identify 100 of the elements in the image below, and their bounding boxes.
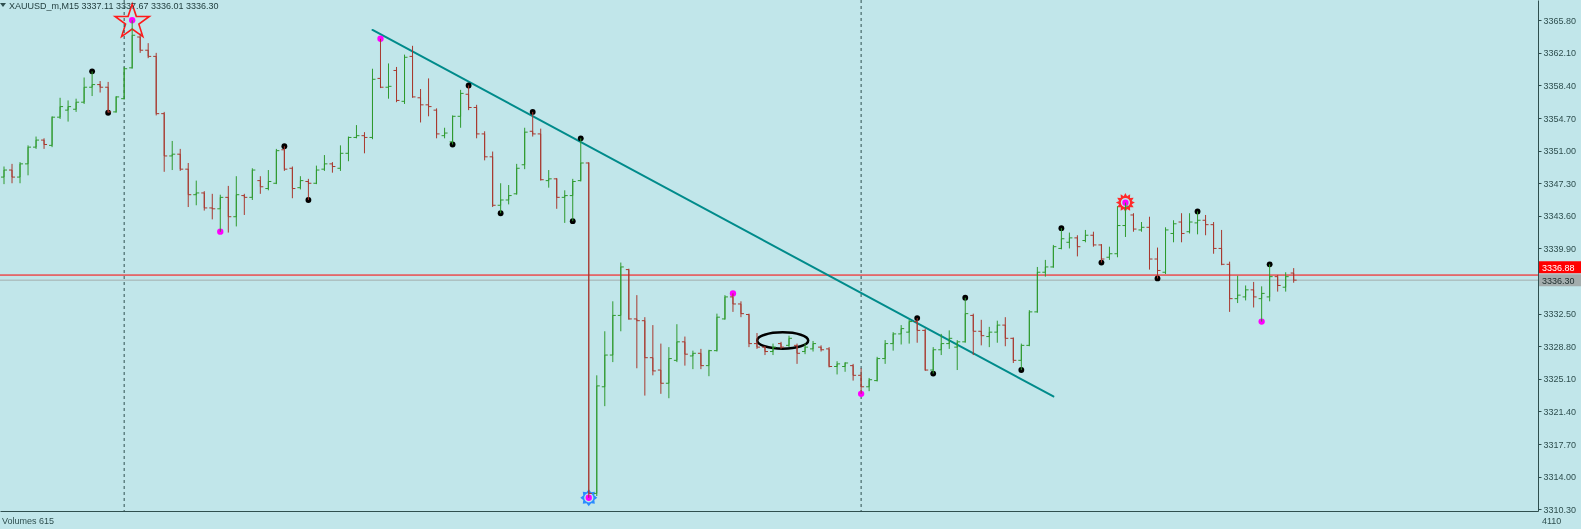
candlestick	[889, 331, 897, 352]
y-tick-label: 3310.30	[1543, 504, 1577, 515]
candlestick	[128, 19, 136, 70]
candlestick	[721, 294, 729, 321]
candlestick	[80, 77, 88, 105]
candlestick	[961, 297, 969, 344]
candlestick	[1129, 212, 1137, 233]
candlestick	[64, 99, 72, 123]
candlestick	[489, 151, 497, 208]
candlestick	[601, 330, 609, 407]
y-tick-label: 3354.70	[1543, 113, 1577, 124]
y-tick-label: 3321.40	[1543, 406, 1577, 417]
candlestick	[481, 130, 489, 161]
candlestick	[1121, 202, 1129, 238]
candlestick	[993, 320, 1001, 344]
candlestick	[841, 361, 849, 373]
candlestick	[1009, 336, 1017, 364]
candlestick	[344, 136, 352, 162]
candlestick	[208, 193, 216, 220]
candlestick	[1073, 234, 1081, 257]
candlestick	[745, 313, 753, 348]
candlestick	[1218, 229, 1226, 266]
candlestick	[184, 162, 192, 208]
candlestick	[56, 97, 64, 120]
candlestick	[8, 163, 16, 184]
candlestick	[825, 346, 833, 368]
candlestick	[240, 193, 248, 216]
candlestick	[1282, 271, 1290, 293]
candlestick	[1250, 281, 1258, 308]
candlestick	[1226, 261, 1234, 313]
candlestick	[24, 144, 32, 176]
candlestick	[665, 346, 673, 399]
candlestick	[561, 189, 569, 224]
candlestick	[1162, 226, 1170, 275]
candlestick	[1001, 316, 1009, 347]
candlestick	[288, 166, 296, 199]
candlestick	[673, 323, 681, 363]
candlestick	[160, 111, 168, 173]
candlestick	[521, 127, 529, 170]
candlestick	[625, 268, 633, 321]
candlestick	[1113, 205, 1121, 258]
candlestick	[385, 62, 393, 100]
candlestick	[200, 190, 208, 212]
candlestick	[1170, 219, 1178, 243]
y-tick-label: 3332.50	[1543, 309, 1577, 320]
candlestick	[401, 54, 409, 105]
candlestick	[873, 356, 881, 382]
candlestick	[1210, 221, 1218, 255]
y-tick-label: 3328.80	[1543, 341, 1577, 352]
candlestick	[617, 262, 625, 332]
candlestick	[513, 163, 521, 196]
candlestick	[769, 343, 777, 356]
candlestick	[152, 52, 160, 116]
candlestick	[633, 294, 641, 369]
candlestick	[913, 317, 921, 344]
candlestick	[569, 178, 577, 222]
candlestick	[641, 316, 649, 397]
point	[377, 35, 384, 42]
candlestick	[793, 343, 801, 365]
candlestick	[881, 339, 889, 365]
candlestick	[1057, 227, 1065, 250]
candlestick	[1186, 212, 1194, 234]
candlestick	[168, 140, 176, 171]
candlestick	[713, 313, 721, 353]
candlestick	[921, 328, 929, 372]
text: 4110	[1542, 516, 1562, 526]
candlestick	[937, 333, 945, 356]
candlestick	[120, 66, 128, 101]
candlestick	[1258, 285, 1266, 323]
candlestick	[417, 88, 425, 123]
candlestick	[1025, 309, 1033, 347]
candlestick	[48, 115, 56, 148]
y-tick-label: 3358.40	[1543, 80, 1577, 91]
y-tick-label: 3362.10	[1543, 48, 1577, 59]
candlestick	[96, 80, 104, 94]
candlestick	[537, 128, 545, 182]
candlestick	[368, 68, 376, 140]
candlestick	[905, 319, 913, 345]
candlestick	[649, 324, 657, 376]
y-tick-label: 3365.80	[1543, 15, 1577, 26]
candlestick	[969, 313, 977, 356]
text: Volumes 615	[2, 516, 55, 526]
candlestick	[176, 148, 184, 172]
candlestick	[553, 177, 561, 210]
candlestick	[449, 114, 457, 145]
candlestick	[1154, 247, 1162, 279]
y-tick-label: 3347.30	[1543, 178, 1577, 189]
candlestick	[681, 336, 689, 367]
candlestick	[609, 300, 617, 363]
candlestick	[753, 332, 761, 350]
candlestick	[833, 360, 841, 375]
candlestick	[336, 144, 344, 172]
candlestick	[409, 45, 417, 99]
candlestick	[232, 175, 240, 227]
candlestick	[897, 324, 905, 345]
candlestick	[705, 349, 713, 377]
candlestick	[945, 329, 953, 350]
candlestick	[657, 343, 665, 395]
y-tick-label: 3317.70	[1543, 439, 1577, 450]
candlestick	[433, 107, 441, 139]
